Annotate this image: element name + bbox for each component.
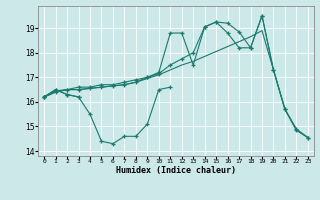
X-axis label: Humidex (Indice chaleur): Humidex (Indice chaleur) (116, 166, 236, 175)
